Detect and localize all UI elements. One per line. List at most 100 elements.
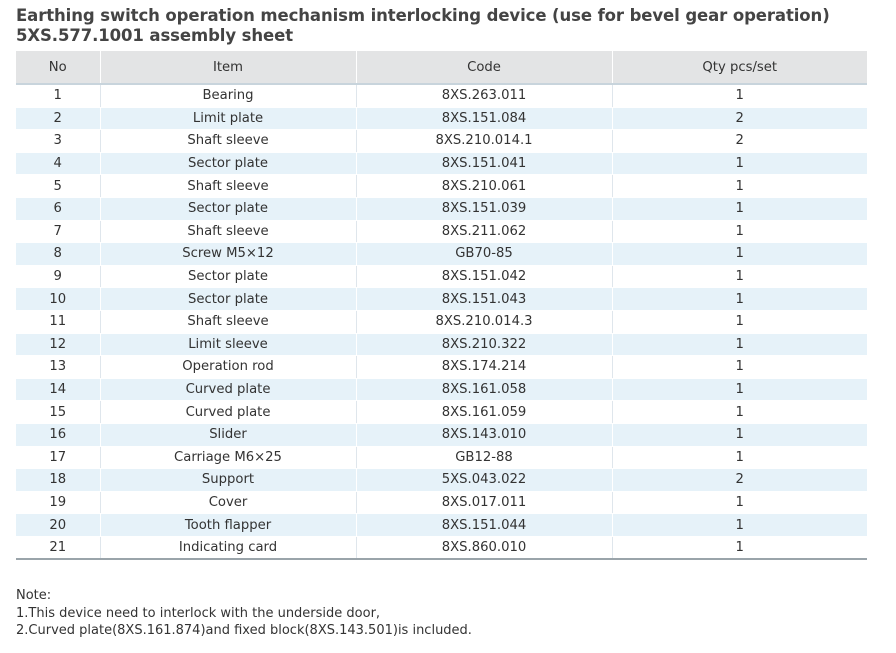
cell-item: Curved plate bbox=[99, 400, 356, 424]
cell-code: 8XS.211.062 bbox=[355, 220, 612, 244]
cell-item: Support bbox=[99, 468, 356, 492]
table-row: 5 Shaft sleeve 8XS.210.061 1 bbox=[16, 174, 867, 198]
cell-qty: 1 bbox=[611, 152, 867, 176]
cell-code: GB70-85 bbox=[355, 242, 612, 266]
cell-no: 9 bbox=[16, 265, 100, 289]
cell-no: 17 bbox=[16, 446, 100, 470]
table-header-row: No Item Code Qty pcs/set bbox=[16, 51, 867, 85]
cell-qty: 1 bbox=[611, 197, 867, 221]
assembly-table: No Item Code Qty pcs/set 1 Bearing 8XS.263… bbox=[16, 51, 867, 561]
cell-item: Screw M5×12 bbox=[99, 242, 356, 266]
cell-code: 8XS.210.014.1 bbox=[355, 129, 612, 153]
cell-item: Slider bbox=[99, 423, 356, 447]
table-row: 2 Limit plate 8XS.151.084 2 bbox=[16, 107, 867, 131]
note-line-2: 2.Curved plate(8XS.161.874)and fixed blo… bbox=[16, 623, 472, 638]
header-item: Item bbox=[99, 51, 356, 85]
cell-item: Shaft sleeve bbox=[99, 174, 356, 198]
table-row: 14 Curved plate 8XS.161.058 1 bbox=[16, 378, 867, 402]
cell-no: 19 bbox=[16, 491, 100, 515]
cell-qty: 1 bbox=[611, 513, 867, 537]
cell-qty: 2 bbox=[611, 107, 867, 131]
table-body: 1 Bearing 8XS.263.011 1 2 Limit plate 8XS.151.… bbox=[16, 84, 867, 561]
cell-code: 8XS.210.061 bbox=[355, 174, 612, 198]
cell-no: 20 bbox=[16, 513, 100, 537]
cell-no: 5 bbox=[16, 174, 100, 198]
cell-item: Bearing bbox=[99, 84, 356, 108]
cell-qty: 1 bbox=[611, 265, 867, 289]
table-row: 12 Limit sleeve 8XS.210.322 1 bbox=[16, 333, 867, 357]
table-row: 7 Shaft sleeve 8XS.211.062 1 bbox=[16, 220, 867, 244]
cell-code: 8XS.151.043 bbox=[355, 287, 612, 311]
table-row: 8 Screw M5×12 GB70-85 1 bbox=[16, 242, 867, 266]
cell-qty: 1 bbox=[611, 400, 867, 424]
cell-item: Carriage M6×25 bbox=[99, 446, 356, 470]
cell-item: Tooth flapper bbox=[99, 513, 356, 537]
cell-no: 8 bbox=[16, 242, 100, 266]
cell-code: 8XS.263.011 bbox=[355, 84, 612, 108]
cell-qty: 1 bbox=[611, 174, 867, 198]
cell-code: 8XS.210.322 bbox=[355, 333, 612, 357]
table-row: 1 Bearing 8XS.263.011 1 bbox=[16, 84, 867, 108]
cell-qty: 2 bbox=[611, 129, 867, 153]
notes-heading: Note: bbox=[16, 588, 52, 603]
header-qty: Qty pcs/set bbox=[611, 51, 867, 85]
cell-qty: 1 bbox=[611, 310, 867, 334]
title-line-2: 5XS.577.1001 assembly sheet bbox=[16, 26, 293, 45]
cell-no: 10 bbox=[16, 287, 100, 311]
cell-no: 15 bbox=[16, 400, 100, 424]
table-row: 9 Sector plate 8XS.151.042 1 bbox=[16, 265, 867, 289]
table-row: 15 Curved plate 8XS.161.059 1 bbox=[16, 400, 867, 424]
cell-no: 16 bbox=[16, 423, 100, 447]
cell-item: Operation rod bbox=[99, 355, 356, 379]
cell-no: 3 bbox=[16, 129, 100, 153]
cell-no: 6 bbox=[16, 197, 100, 221]
cell-item: Shaft sleeve bbox=[99, 220, 356, 244]
cell-qty: 1 bbox=[611, 84, 867, 108]
cell-item: Cover bbox=[99, 491, 356, 515]
table-row: 17 Carriage M6×25 GB12-88 1 bbox=[16, 446, 867, 470]
cell-code: 8XS.860.010 bbox=[355, 536, 612, 561]
cell-item: Sector plate bbox=[99, 265, 356, 289]
cell-qty: 1 bbox=[611, 423, 867, 447]
cell-no: 1 bbox=[16, 84, 100, 108]
cell-qty: 1 bbox=[611, 333, 867, 357]
cell-code: 8XS.174.214 bbox=[355, 355, 612, 379]
table-row: 21 Indicating card 8XS.860.010 1 bbox=[16, 536, 867, 561]
cell-no: 11 bbox=[16, 310, 100, 334]
page-title: Earthing switch operation mechanism inte… bbox=[16, 6, 830, 46]
cell-code: 8XS.151.042 bbox=[355, 265, 612, 289]
cell-qty: 1 bbox=[611, 446, 867, 470]
cell-item: Curved plate bbox=[99, 378, 356, 402]
cell-item: Limit plate bbox=[99, 107, 356, 131]
table-row: 19 Cover 8XS.017.011 1 bbox=[16, 491, 867, 515]
cell-code: 8XS.017.011 bbox=[355, 491, 612, 515]
cell-item: Indicating card bbox=[99, 536, 356, 561]
table-row: 16 Slider 8XS.143.010 1 bbox=[16, 423, 867, 447]
cell-no: 18 bbox=[16, 468, 100, 492]
header-no: No bbox=[16, 51, 100, 85]
cell-code: GB12-88 bbox=[355, 446, 612, 470]
table-row: 10 Sector plate 8XS.151.043 1 bbox=[16, 287, 867, 311]
cell-code: 8XS.210.014.3 bbox=[355, 310, 612, 334]
cell-item: Sector plate bbox=[99, 152, 356, 176]
cell-item: Sector plate bbox=[99, 197, 356, 221]
notes-section: Note: 1.This device need to interlock wi… bbox=[16, 587, 472, 640]
cell-qty: 2 bbox=[611, 468, 867, 492]
table-row: 18 Support 5XS.043.022 2 bbox=[16, 468, 867, 492]
cell-code: 8XS.161.059 bbox=[355, 400, 612, 424]
cell-item: Sector plate bbox=[99, 287, 356, 311]
table-row: 13 Operation rod 8XS.174.214 1 bbox=[16, 355, 867, 379]
cell-item: Shaft sleeve bbox=[99, 129, 356, 153]
cell-code: 5XS.043.022 bbox=[355, 468, 612, 492]
cell-no: 14 bbox=[16, 378, 100, 402]
cell-qty: 1 bbox=[611, 491, 867, 515]
cell-item: Shaft sleeve bbox=[99, 310, 356, 334]
table-row: 3 Shaft sleeve 8XS.210.014.1 2 bbox=[16, 129, 867, 153]
table-row: 20 Tooth flapper 8XS.151.044 1 bbox=[16, 513, 867, 537]
cell-code: 8XS.151.041 bbox=[355, 152, 612, 176]
cell-no: 7 bbox=[16, 220, 100, 244]
cell-no: 12 bbox=[16, 333, 100, 357]
cell-qty: 1 bbox=[611, 536, 867, 561]
cell-code: 8XS.151.084 bbox=[355, 107, 612, 131]
